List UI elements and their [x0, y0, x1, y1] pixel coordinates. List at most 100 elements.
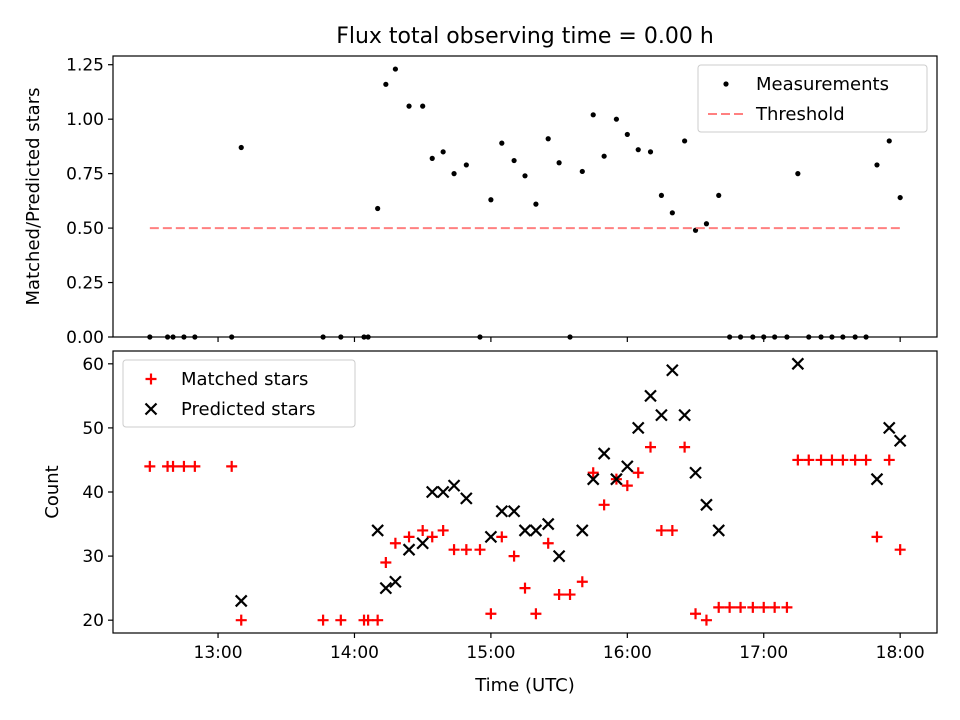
- ratio-point-0-29: [579, 168, 585, 175]
- count-point-1-22: [631, 421, 645, 435]
- count-point-0-38: [679, 441, 691, 453]
- ratio-y-tick-label-0: 0.00: [66, 328, 104, 348]
- ratio-point-0-33: [624, 131, 630, 138]
- ratio-point-0-25: [533, 201, 539, 207]
- count-point-0-23: [508, 550, 520, 562]
- count-point-1-33: [893, 434, 907, 448]
- count-point-0-36: [655, 524, 667, 536]
- count-y-tick-label-0: 20: [82, 611, 104, 631]
- ratio-point-0-6: [238, 144, 244, 151]
- x-tick-label-3: 16:00: [603, 643, 652, 663]
- count-point-1-20: [610, 472, 623, 486]
- ratio-plot-axes: 0.00 0.25 0.50 0.75 1.00 1.25: [66, 56, 901, 348]
- ratio-legend-handle-0: [723, 81, 729, 87]
- ratio-point-0-30: [590, 112, 596, 118]
- ratio-point-0-24: [522, 173, 528, 179]
- count-point-0-13: [389, 537, 401, 549]
- count-point-1-26: [678, 408, 691, 422]
- count-y-tick-label-2: 40: [82, 483, 104, 503]
- count-point-0-50: [815, 454, 827, 466]
- count-point-1-31: [870, 472, 884, 486]
- count-point-0-5: [226, 460, 238, 472]
- count-plot-panel: 13:00 14:00 15:00 16:00 17:00 18:00 20 30 40 50 60…: [42, 350, 938, 663]
- count-point-0-56: [883, 454, 895, 466]
- ratio-point-0-48: [795, 171, 801, 177]
- count-series-0: [144, 441, 906, 626]
- count-point-0-22: [496, 531, 508, 543]
- count-point-1-6: [425, 485, 439, 499]
- count-point-0-55: [871, 531, 883, 543]
- count-point-1-9: [460, 492, 473, 505]
- ratio-point-0-40: [703, 221, 710, 227]
- count-series-1: [234, 357, 907, 608]
- count-point-1-24: [655, 408, 668, 422]
- ratio-plot-frame: [112, 55, 938, 338]
- count-point-0-43: [735, 601, 747, 613]
- count-point-0-2: [167, 460, 179, 472]
- count-point-0-41: [713, 601, 725, 613]
- ratio-point-0-15: [420, 103, 426, 109]
- ratio-point-0-34: [635, 147, 641, 153]
- ratio-y-tick-label-1: 0.25: [66, 274, 104, 294]
- count-legend-handle-1: [144, 402, 158, 416]
- count-point-0-17: [437, 524, 449, 536]
- count-point-0-18: [448, 544, 460, 556]
- ratio-point-0-17: [440, 149, 446, 155]
- ratio-point-0-18: [451, 171, 457, 177]
- count-legend-handle-0: [145, 373, 157, 385]
- count-point-0-10: [362, 614, 374, 626]
- ratio-point-0-38: [682, 138, 688, 144]
- count-point-1-23: [644, 389, 657, 403]
- ratio-legend-box: [697, 64, 928, 133]
- x-tick-label-4: 17:00: [739, 643, 788, 663]
- ratio-point-0-32: [613, 116, 620, 122]
- x-tick-label-1: 14:00: [330, 643, 379, 663]
- count-point-0-39: [690, 608, 702, 620]
- x-tick-label-2: 15:00: [466, 643, 515, 663]
- count-point-0-54: [860, 454, 872, 466]
- count-y-tick-label-3: 50: [82, 419, 104, 439]
- count-point-0-20: [474, 544, 486, 556]
- count-point-1-0: [234, 594, 248, 608]
- count-point-0-37: [666, 524, 678, 536]
- count-point-0-42: [724, 601, 736, 613]
- count-point-1-32: [882, 421, 896, 435]
- count-point-0-3: [178, 460, 190, 472]
- count-point-0-45: [758, 601, 770, 613]
- count-point-1-14: [529, 524, 543, 537]
- count-point-1-2: [379, 581, 393, 595]
- count-point-1-1: [371, 524, 384, 537]
- ratio-legend-label-0: Measurements: [756, 74, 889, 95]
- ratio-point-0-36: [658, 192, 665, 199]
- count-point-1-10: [484, 530, 498, 544]
- ratio-point-0-31: [601, 153, 607, 159]
- count-y-tick-label-1: 30: [82, 547, 104, 567]
- ratio-point-0-21: [488, 197, 494, 203]
- count-point-0-24: [519, 582, 531, 594]
- ratio-plot-y-axis-label: Matched/Predicted stars: [23, 88, 44, 306]
- count-legend-label-0: Matched stars: [181, 369, 308, 390]
- ratio-point-0-14: [406, 103, 412, 109]
- count-point-1-5: [416, 536, 429, 550]
- ratio-plot-panel: 0.00 0.25 0.50 0.75 1.00 1.25 Matched/Predict…: [23, 55, 938, 348]
- ratio-point-0-26: [545, 136, 551, 142]
- count-point-0-19: [460, 544, 472, 556]
- count-point-0-47: [781, 601, 793, 613]
- count-point-0-33: [621, 480, 633, 492]
- x-tick-label-0: 13:00: [194, 643, 243, 663]
- count-point-0-49: [803, 454, 815, 466]
- count-point-0-44: [747, 601, 759, 613]
- ratio-point-0-12: [383, 81, 389, 87]
- count-legend-box: [122, 359, 356, 428]
- count-point-0-16: [426, 531, 438, 543]
- count-point-0-4: [189, 460, 201, 472]
- count-point-0-7: [317, 614, 329, 626]
- count-point-0-27: [553, 589, 565, 601]
- count-point-0-6: [235, 614, 247, 626]
- ratio-point-0-16: [429, 155, 435, 161]
- ratio-point-0-37: [669, 210, 675, 216]
- count-point-0-46: [769, 601, 781, 613]
- count-point-1-16: [552, 549, 566, 563]
- count-point-0-29: [576, 576, 588, 588]
- count-point-1-15: [541, 517, 555, 531]
